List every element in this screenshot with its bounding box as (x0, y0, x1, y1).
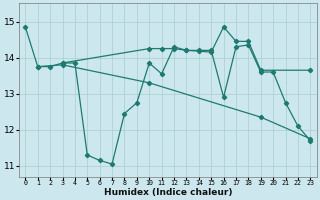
X-axis label: Humidex (Indice chaleur): Humidex (Indice chaleur) (104, 188, 232, 197)
